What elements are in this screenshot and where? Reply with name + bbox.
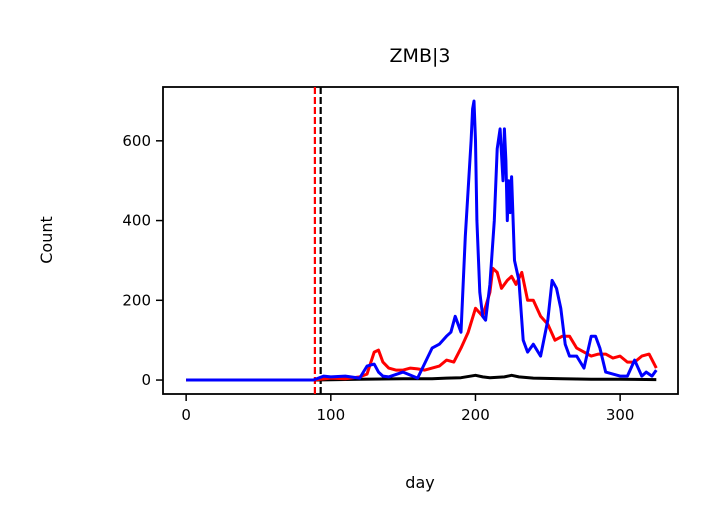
x-tick-label: 0	[181, 406, 191, 424]
y-tick-label: 0	[141, 371, 151, 389]
y-tick-label: 600	[122, 132, 151, 150]
x-axis: 0 100 200 300	[181, 394, 634, 424]
plot-frame	[162, 86, 679, 395]
x-tick-label: 200	[461, 406, 490, 424]
y-tick-label: 400	[122, 212, 151, 230]
y-tick-label: 200	[122, 291, 151, 309]
series-line	[186, 266, 658, 382]
x-tick-label: 300	[606, 406, 635, 424]
x-axis-label: day	[405, 473, 434, 492]
series-line	[186, 99, 658, 382]
series-lines	[186, 99, 658, 382]
series-line	[186, 373, 657, 382]
x-tick-label: 100	[316, 406, 345, 424]
y-axis: 0 200 400 600	[122, 132, 163, 389]
y-axis-label: Count	[37, 216, 56, 264]
reference-lines	[313, 87, 322, 394]
chart-title: ZMB|3	[390, 45, 451, 67]
